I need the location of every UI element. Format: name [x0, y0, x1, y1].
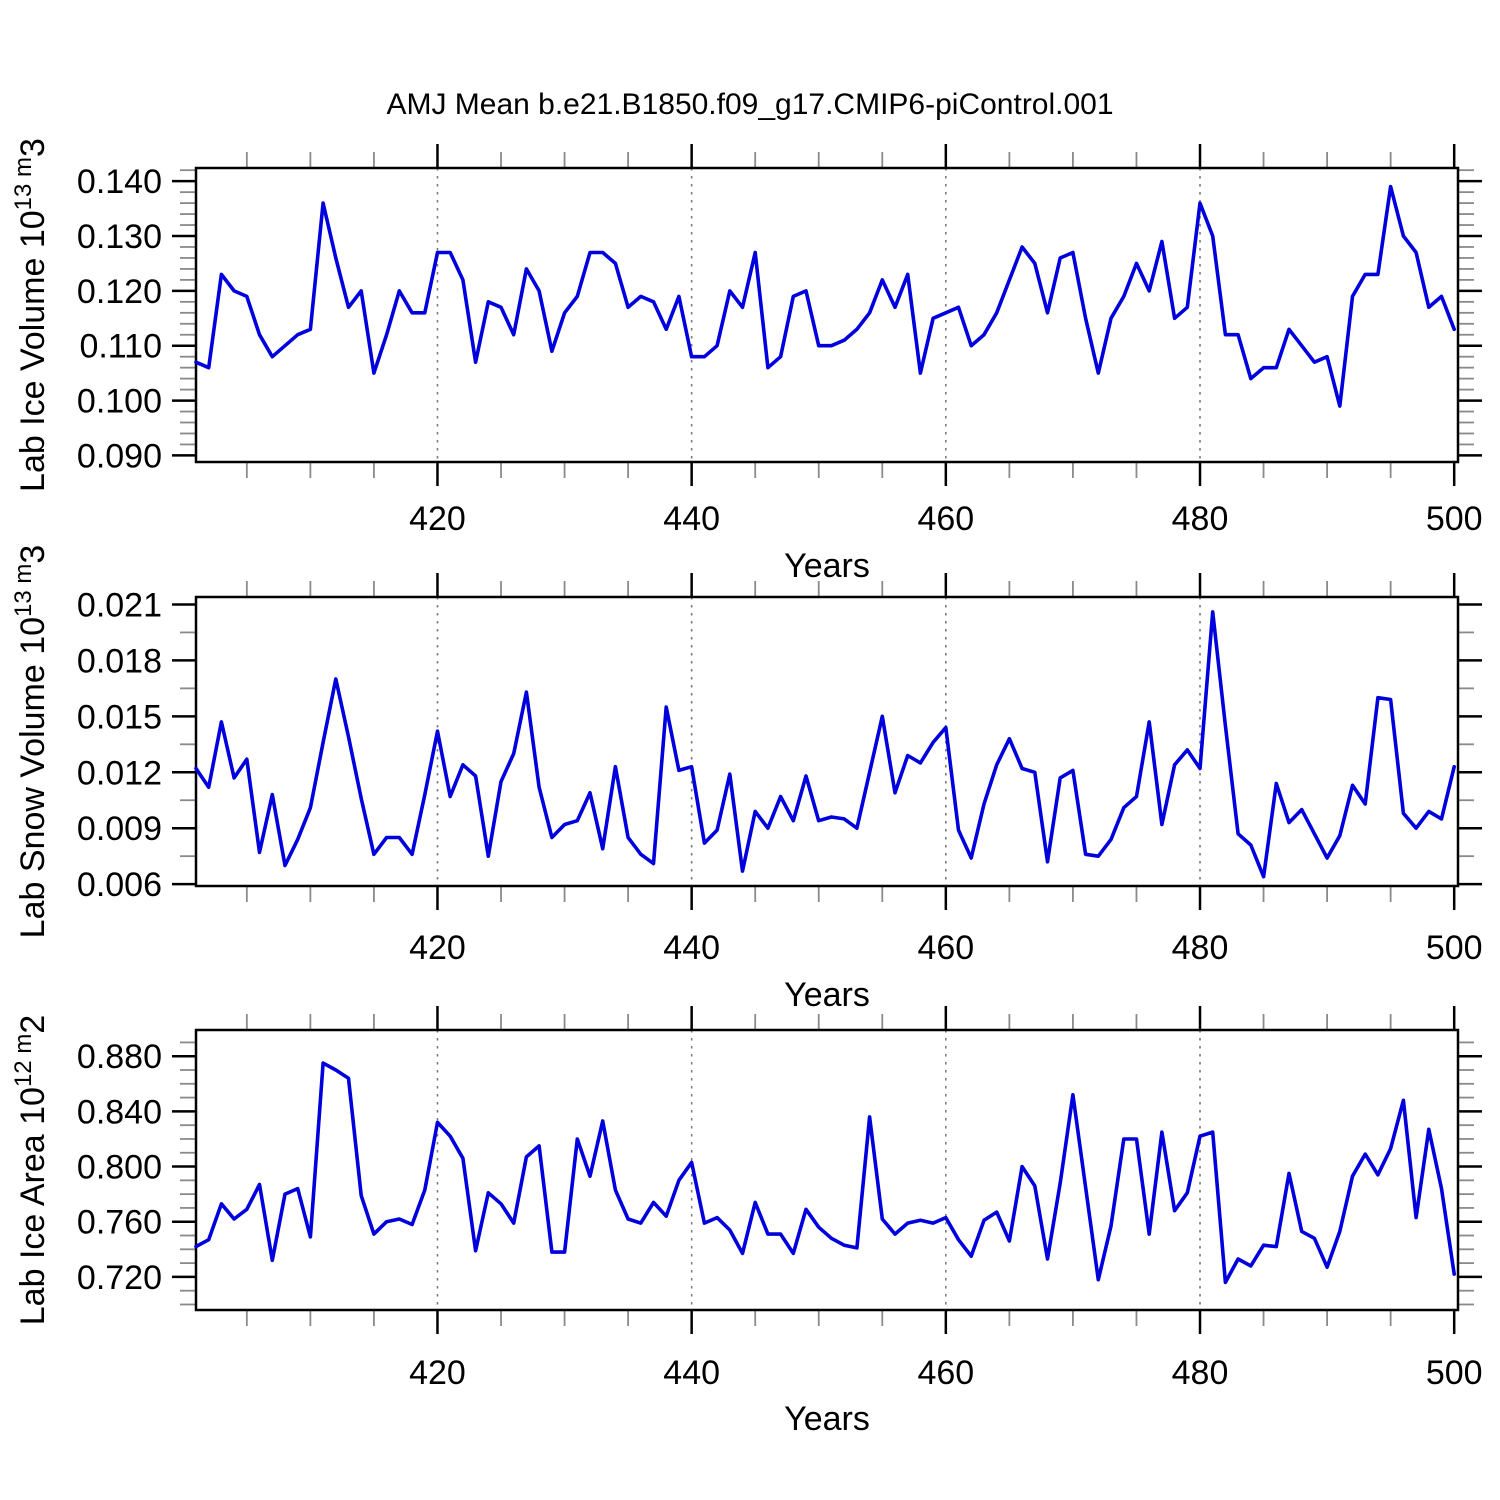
y-tick-label: 0.130 — [77, 218, 162, 256]
y-tick-label: 0.100 — [77, 383, 162, 421]
x-tick-label: 420 — [409, 500, 466, 538]
x-tick-label: 500 — [1426, 500, 1483, 538]
series-line-snow-volume — [194, 610, 1456, 879]
x-tick-label: 420 — [409, 929, 466, 967]
y-axis-title: Lab Ice Area 1012 m2 — [10, 1015, 52, 1325]
y-tick-label: 0.090 — [77, 437, 162, 475]
y-tick-label: 0.110 — [79, 328, 162, 366]
y-tick-label: 0.880 — [77, 1038, 162, 1076]
major-ticks — [172, 1006, 1482, 1334]
y-axis-title: Lab Ice Volume 1013 m3 — [10, 138, 52, 492]
major-ticks — [172, 573, 1482, 910]
panel-snow-volume: 420 440 460 480 500 0.006 0.009 0.012 0.015 0.018… — [10, 545, 1483, 1014]
y-tick-label: 0.840 — [77, 1093, 162, 1131]
panel-ice-area: 420 440 460 480 500 0.720 0.760 0.800 0.840 0.880… — [10, 1006, 1483, 1438]
x-tick-label: 480 — [1172, 500, 1229, 538]
minor-ticks — [180, 1014, 1474, 1326]
y-tick-label: 0.009 — [77, 810, 162, 848]
series-line-ice-area — [194, 1061, 1456, 1285]
x-tick-label: 440 — [663, 1354, 720, 1392]
x-tick-label: 460 — [917, 500, 974, 538]
x-tick-label: 440 — [663, 929, 720, 967]
y-tick-labels: 0.720 0.760 0.800 0.840 0.880 — [77, 1038, 162, 1297]
y-tick-labels: 0.090 0.100 0.110 0.120 0.130 0.140 — [77, 163, 162, 475]
x-tick-label: 480 — [1172, 1354, 1229, 1392]
y-tick-label: 0.760 — [77, 1204, 162, 1242]
y-tick-labels: 0.006 0.009 0.012 0.015 0.018 0.021 — [77, 586, 162, 904]
x-tick-label: 460 — [917, 929, 974, 967]
x-tick-labels: 420 440 460 480 500 — [409, 500, 1482, 538]
major-ticks — [172, 144, 1482, 486]
minor-ticks — [180, 581, 1474, 902]
x-tick-label: 440 — [663, 500, 720, 538]
x-tick-label: 420 — [409, 1354, 466, 1392]
y-tick-label: 0.006 — [77, 866, 162, 904]
x-tick-labels: 420 440 460 480 500 — [409, 1354, 1482, 1392]
y-tick-label: 0.800 — [77, 1149, 162, 1187]
minor-ticks — [180, 152, 1474, 478]
gridlines — [436, 1030, 1201, 1310]
y-axis-title: Lab Snow Volume 1013 m3 — [10, 545, 52, 939]
x-tick-label: 480 — [1172, 929, 1229, 967]
x-axis-title: Years — [784, 1400, 870, 1438]
y-tick-label: 0.720 — [77, 1259, 162, 1297]
y-tick-label: 0.140 — [77, 163, 162, 201]
y-tick-label: 0.018 — [77, 642, 162, 680]
plot-frame — [194, 595, 1460, 888]
y-tick-label: 0.012 — [77, 754, 162, 792]
y-tick-label: 0.021 — [77, 586, 162, 624]
series-line-ice-volume — [194, 184, 1456, 408]
chart-title: AMJ Mean b.e21.B1850.f09_g17.CMIP6-piCon… — [386, 88, 1114, 121]
x-tick-label: 500 — [1426, 929, 1483, 967]
x-tick-label: 500 — [1426, 1354, 1483, 1392]
y-tick-label: 0.120 — [77, 273, 162, 311]
x-axis-title: Years — [784, 547, 870, 585]
plot-frame — [194, 166, 1460, 464]
y-tick-label: 0.015 — [77, 698, 162, 736]
x-axis-title: Years — [784, 976, 870, 1014]
x-tick-labels: 420 440 460 480 500 — [409, 929, 1482, 967]
plot-frame — [194, 1028, 1460, 1312]
x-tick-label: 460 — [917, 1354, 974, 1392]
panel-ice-volume: 420 440 460 480 500 0.090 0.100 0.110 0.120 0.130… — [10, 138, 1483, 585]
